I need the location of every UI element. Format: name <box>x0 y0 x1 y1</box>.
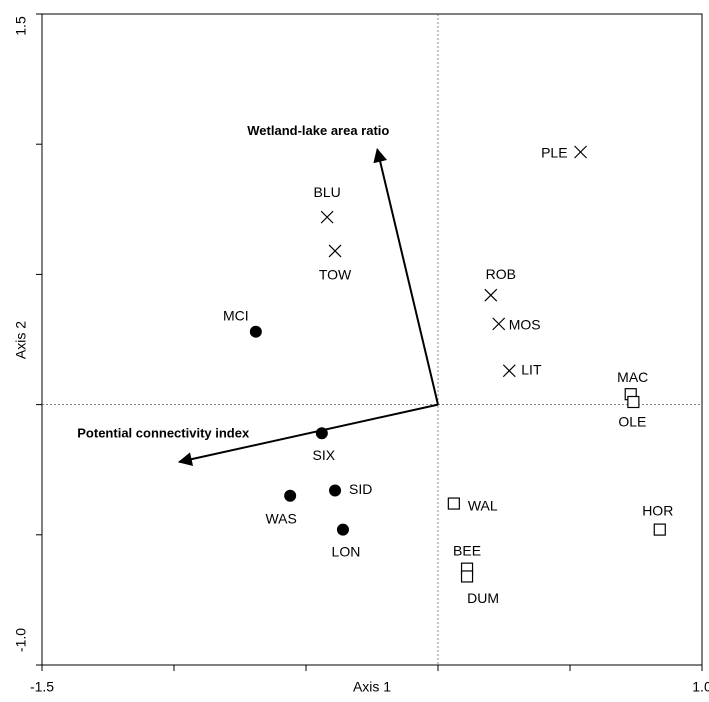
point-circle <box>284 489 297 502</box>
point-label: BLU <box>314 184 341 200</box>
y-tick-label: 1.5 <box>13 16 29 36</box>
point-label: MOS <box>509 317 541 333</box>
y-tick-label: -1.0 <box>13 628 29 652</box>
point-cross <box>484 288 498 302</box>
point-label: DUM <box>467 590 499 606</box>
point-label: ROB <box>486 266 516 282</box>
x-axis-label: Axis 1 <box>353 679 391 695</box>
point-label: LON <box>332 543 361 559</box>
point-cross <box>502 364 516 378</box>
point-label: LIT <box>521 361 542 377</box>
point-label: SID <box>349 481 372 497</box>
point-label: MAC <box>617 369 648 385</box>
point-label: BEE <box>453 542 481 558</box>
point-square <box>447 497 460 510</box>
vector-label: Potential connectivity index <box>77 425 250 440</box>
point-square <box>460 570 474 583</box>
point-square <box>653 523 666 536</box>
point-circle <box>329 484 342 497</box>
point-label: MCI <box>223 307 249 323</box>
vector-arrow <box>177 403 439 466</box>
point-cross <box>328 244 342 258</box>
point-cross <box>574 145 587 159</box>
point-label: OLE <box>618 414 646 430</box>
point-label: TOW <box>319 267 352 283</box>
point-label: PLE <box>541 145 567 161</box>
point-cross <box>320 210 334 224</box>
vector-label: Wetland-lake area ratio <box>247 123 389 138</box>
x-tick-label: 1.0 <box>692 679 709 695</box>
point-circle <box>315 427 328 440</box>
x-tick-label: -1.5 <box>30 679 54 695</box>
point-circle <box>249 325 262 338</box>
point-label: HOR <box>642 502 673 518</box>
point-square <box>627 395 640 409</box>
vector-arrow <box>373 148 439 405</box>
plot-frame <box>41 13 703 666</box>
point-circle <box>336 523 349 536</box>
point-label: WAS <box>265 510 296 526</box>
y-axis-label: Axis 2 <box>13 321 29 359</box>
point-label: SIX <box>313 447 336 463</box>
point-cross <box>492 317 506 331</box>
point-label: WAL <box>468 497 498 513</box>
